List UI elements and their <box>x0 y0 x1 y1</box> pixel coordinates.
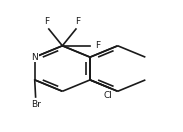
Text: F: F <box>95 41 100 50</box>
Text: F: F <box>75 17 80 26</box>
Text: Cl: Cl <box>103 91 112 100</box>
Text: F: F <box>44 17 50 26</box>
Text: Br: Br <box>31 100 41 109</box>
Text: N: N <box>31 53 38 62</box>
